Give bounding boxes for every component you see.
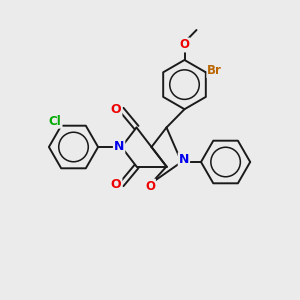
Text: Cl: Cl: [49, 115, 61, 128]
Text: O: O: [179, 38, 190, 52]
Text: O: O: [145, 179, 155, 193]
Text: Br: Br: [207, 64, 222, 77]
Text: N: N: [114, 140, 124, 154]
Text: N: N: [179, 153, 189, 166]
Text: O: O: [111, 103, 122, 116]
Text: O: O: [111, 178, 122, 191]
